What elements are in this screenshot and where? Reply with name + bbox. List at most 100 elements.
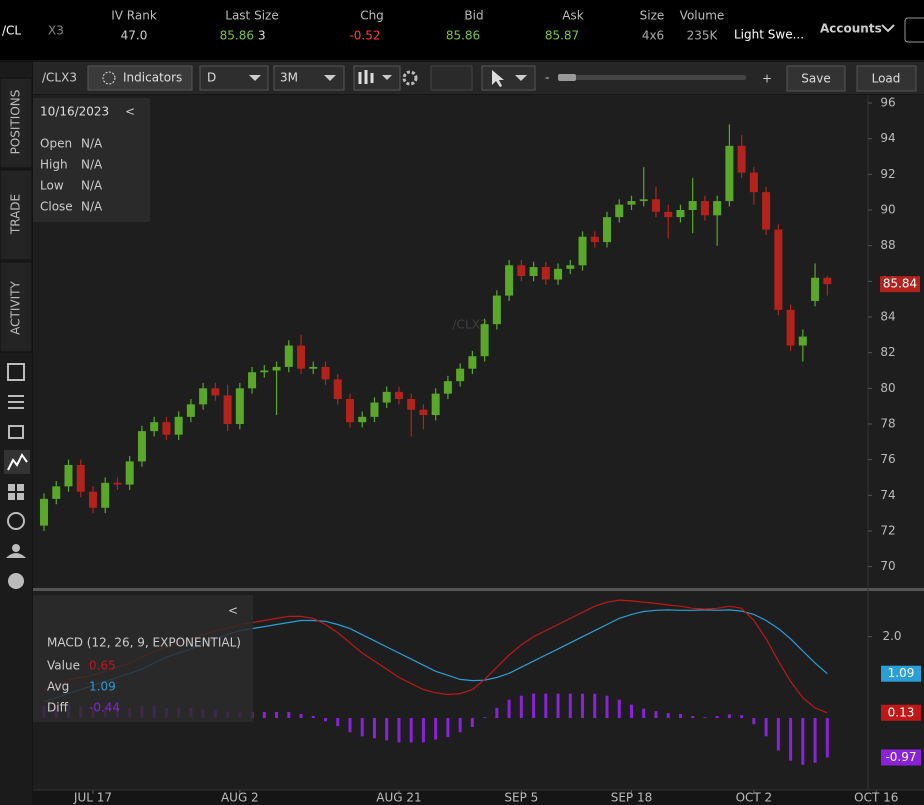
- histogram-bar: [581, 693, 585, 719]
- cursor-icon: [492, 70, 504, 87]
- histogram-bar: [629, 704, 633, 719]
- settings-icon[interactable]: [402, 70, 418, 86]
- load-label[interactable]: Load: [872, 72, 901, 86]
- style-select[interactable]: [353, 65, 401, 91]
- candle-body: [492, 295, 501, 325]
- indicators-button[interactable]: [87, 65, 193, 91]
- zoom-slider[interactable]: [558, 75, 746, 80]
- side-tab-label[interactable]: ACTIVITY: [9, 281, 23, 335]
- field-label: IV Rank: [111, 9, 157, 23]
- candle-body: [52, 486, 61, 499]
- candle-body: [345, 399, 354, 423]
- period-label[interactable]: 3M: [280, 71, 298, 85]
- candle-body: [566, 265, 575, 269]
- x-tick-label: AUG 2: [221, 791, 259, 805]
- histogram-bar: [409, 718, 413, 743]
- sidebar-icon[interactable]: [12, 544, 20, 552]
- histogram-bar: [470, 718, 474, 727]
- help-icon[interactable]: [8, 573, 24, 589]
- candle-body: [725, 145, 734, 202]
- x-tick-label: SEP 18: [611, 791, 653, 805]
- candle-body: [284, 345, 293, 367]
- y-tick-label: 2.0: [882, 629, 901, 643]
- accounts-chevron[interactable]: [881, 24, 895, 33]
- histogram-bar: [544, 693, 548, 719]
- candle-body: [700, 201, 709, 216]
- side-tab-label[interactable]: POSITIONS: [9, 90, 23, 155]
- price-tag-label: 85.84: [883, 277, 917, 291]
- candle-body: [248, 372, 257, 389]
- indicators-label[interactable]: Indicators: [123, 71, 182, 85]
- histogram-bar: [825, 718, 829, 758]
- candle-body: [578, 236, 587, 266]
- histogram-bar: [360, 718, 364, 737]
- legend-name: Value: [47, 659, 80, 673]
- histogram-bar: [348, 718, 352, 733]
- y-tick-label: 96: [880, 96, 895, 110]
- histogram-bar: [495, 707, 499, 719]
- candle-body: [162, 422, 171, 435]
- value-tag-label: 1.09: [888, 666, 915, 680]
- histogram-bar: [764, 718, 768, 737]
- info-collapse[interactable]: <: [125, 105, 135, 119]
- field-value: 235K: [687, 29, 719, 43]
- sidebar-icon[interactable]: [6, 553, 26, 558]
- dropdown-arrow: [382, 75, 392, 80]
- candle-icon: [358, 70, 374, 84]
- histogram-bar: [605, 695, 609, 719]
- zoom-out[interactable]: -: [545, 71, 549, 85]
- histogram-bar: [715, 716, 719, 719]
- sidebar-icon[interactable]: [7, 512, 25, 530]
- sidebar-icon[interactable]: [8, 484, 24, 500]
- load-button[interactable]: [856, 65, 917, 92]
- cursor-select[interactable]: [481, 65, 536, 91]
- accounts-menu[interactable]: Accounts: [820, 22, 882, 36]
- sidebar-icon[interactable]: [7, 363, 25, 381]
- tab[interactable]: [0, 77, 33, 169]
- histogram-bar: [397, 718, 401, 743]
- header-bar: [0, 0, 924, 60]
- field-label: Bid: [464, 9, 483, 23]
- indicators-icon: [102, 71, 116, 85]
- description: Light Swe...: [734, 28, 804, 42]
- save-label[interactable]: Save: [801, 72, 830, 86]
- candle-body: [651, 199, 660, 212]
- histogram-bar: [813, 718, 817, 763]
- histogram-bar: [311, 716, 315, 719]
- histogram-bar: [642, 708, 646, 719]
- histogram-bar: [446, 718, 450, 738]
- candle-body: [664, 211, 673, 218]
- y-tick-label: 78: [880, 416, 895, 430]
- y-tick-label: 82: [880, 345, 895, 359]
- zoom-handle[interactable]: [558, 74, 576, 81]
- sidebar-icon[interactable]: [7, 453, 28, 471]
- tab[interactable]: [0, 169, 33, 261]
- account-box[interactable]: [904, 17, 924, 43]
- candle-body: [762, 192, 771, 230]
- macd-collapse[interactable]: <: [228, 604, 238, 618]
- candle-body: [419, 409, 428, 416]
- y-tick-label: 88: [880, 238, 895, 252]
- save-button[interactable]: [786, 65, 846, 92]
- candle-body: [235, 388, 244, 424]
- zoom-in[interactable]: +: [762, 72, 772, 86]
- candle-body: [688, 201, 697, 211]
- macd-legend-panel: [33, 595, 253, 722]
- histogram-bar: [372, 718, 376, 739]
- candle-body: [737, 145, 746, 173]
- tab[interactable]: [0, 261, 33, 353]
- histogram-bar: [727, 714, 731, 719]
- aggregation-label[interactable]: D: [207, 71, 216, 85]
- dropdown-arrow: [324, 75, 336, 81]
- histogram-bar: [740, 715, 744, 719]
- side-tab-label[interactable]: TRADE: [9, 194, 23, 235]
- sidebar-icon[interactable]: [8, 425, 24, 439]
- sidebar-icon[interactable]: [8, 395, 24, 409]
- candle-body: [260, 370, 269, 373]
- pane-divider: [33, 588, 924, 591]
- dropdown-arrow: [515, 75, 527, 81]
- field-label: Chg: [360, 9, 384, 23]
- drawing-select[interactable]: [430, 65, 473, 91]
- candle-body: [76, 464, 85, 492]
- legend-value: 1.09: [89, 680, 116, 694]
